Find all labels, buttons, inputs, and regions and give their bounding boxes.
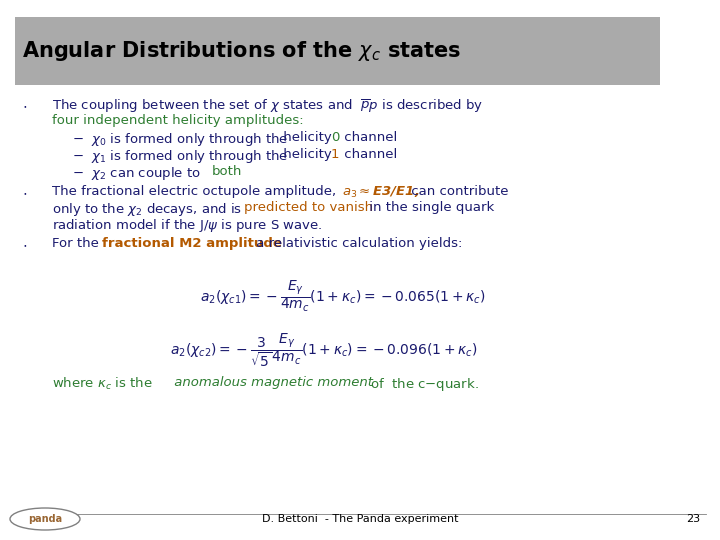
Text: helicity: helicity: [279, 131, 336, 144]
Text: The coupling between the set of $\chi$ states and  $\overline{p}p$ is described : The coupling between the set of $\chi$ s…: [52, 98, 483, 115]
Text: radiation model if the J/$\psi$ is pure S wave.: radiation model if the J/$\psi$ is pure …: [52, 217, 323, 234]
Text: $a_2(\chi_{c1}) = -\dfrac{E_\gamma}{4m_c}(1+\kappa_c) = -0.065(1+\kappa_c)$: $a_2(\chi_{c1}) = -\dfrac{E_\gamma}{4m_c…: [200, 279, 486, 314]
Text: four independent helicity amplitudes:: four independent helicity amplitudes:: [52, 114, 304, 127]
Text: channel: channel: [340, 148, 397, 161]
Text: $-$  $\chi_0$ is formed only through the: $-$ $\chi_0$ is formed only through the: [72, 131, 289, 148]
Text: a relativistic calculation yields:: a relativistic calculation yields:: [252, 237, 462, 250]
Text: Angular Distributions of the $\chi_c$ states: Angular Distributions of the $\chi_c$ st…: [22, 39, 461, 63]
Text: both: both: [212, 165, 243, 178]
Text: only to the $\chi_2$ decays, and is: only to the $\chi_2$ decays, and is: [52, 201, 243, 218]
Text: $\cdot$: $\cdot$: [22, 237, 27, 252]
Text: can contribute: can contribute: [407, 185, 508, 198]
Text: $-$  $\chi_1$ is formed only through the: $-$ $\chi_1$ is formed only through the: [72, 148, 289, 165]
Text: For the: For the: [52, 237, 103, 250]
Text: of  the c$-$quark.: of the c$-$quark.: [362, 376, 479, 393]
Text: $a_3$$\approx$E3/E1,: $a_3$$\approx$E3/E1,: [342, 185, 420, 200]
Text: predicted to vanish: predicted to vanish: [244, 201, 373, 214]
Text: 1: 1: [331, 148, 340, 161]
Text: $a_2(\chi_{c2}) = -\dfrac{3}{\sqrt{5}}\dfrac{E_\gamma}{4m_c}(1+\kappa_c) = -0.09: $a_2(\chi_{c2}) = -\dfrac{3}{\sqrt{5}}\d…: [170, 331, 477, 369]
Text: $-$  $\chi_2$ can couple to: $-$ $\chi_2$ can couple to: [72, 165, 201, 182]
Text: panda: panda: [28, 514, 62, 524]
Text: anomalous magnetic moment: anomalous magnetic moment: [170, 376, 373, 389]
Text: helicity: helicity: [279, 148, 336, 161]
Text: channel: channel: [340, 131, 397, 144]
Text: $\cdot$: $\cdot$: [22, 98, 27, 113]
Ellipse shape: [10, 508, 80, 530]
Text: where $\kappa_c$ is the: where $\kappa_c$ is the: [52, 376, 153, 392]
Text: 0: 0: [331, 131, 339, 144]
Text: 23: 23: [686, 514, 700, 524]
Text: The fractional electric octupole amplitude,: The fractional electric octupole amplitu…: [52, 185, 345, 198]
Bar: [15, 17, 660, 85]
Text: in the single quark: in the single quark: [365, 201, 494, 214]
Text: fractional M2 amplitude: fractional M2 amplitude: [102, 237, 282, 250]
Text: $\cdot$: $\cdot$: [22, 185, 27, 200]
Text: D. Bettoni  - The Panda experiment: D. Bettoni - The Panda experiment: [262, 514, 458, 524]
